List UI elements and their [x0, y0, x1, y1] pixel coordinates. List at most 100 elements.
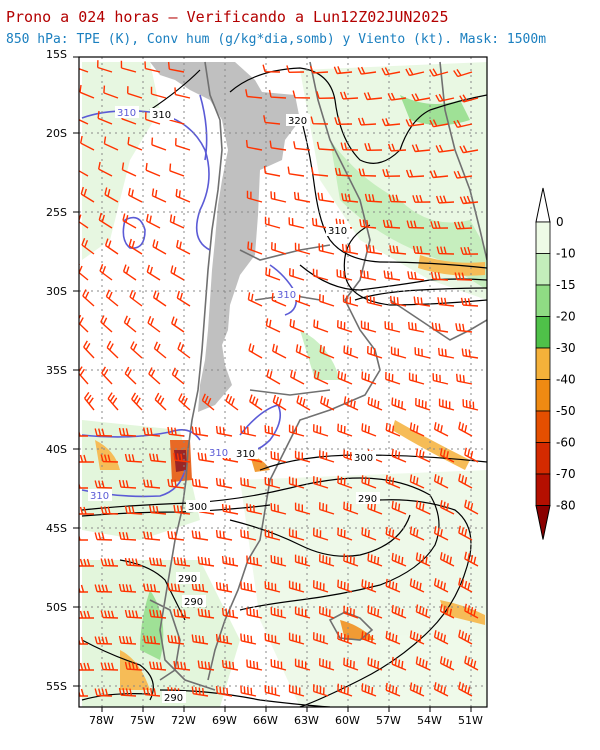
- wind-barb: [124, 366, 137, 385]
- wind-barb: [147, 315, 161, 333]
- wind-barb: [118, 687, 137, 697]
- wind-barb: [143, 687, 161, 697]
- wind-barb: [79, 533, 88, 541]
- contour-label-310: 310: [90, 491, 109, 502]
- wind-barb: [464, 447, 479, 463]
- colorbar-segment: [535, 316, 551, 349]
- wind-barb: [341, 243, 359, 255]
- wind-barb: [240, 581, 257, 593]
- wind-barb: [154, 392, 167, 411]
- lat-tick-label: 35S: [46, 364, 67, 377]
- wind-barb: [240, 529, 257, 541]
- wind-barb: [435, 144, 455, 153]
- wind-barb: [358, 168, 377, 177]
- wind-barb: [246, 190, 263, 203]
- wind-barb: [319, 294, 335, 307]
- wind-barb: [357, 66, 377, 75]
- wind-barb: [313, 684, 329, 697]
- wind-barb: [337, 320, 353, 333]
- wind-barb: [464, 499, 479, 515]
- wind-barb: [454, 272, 473, 281]
- wind-barb: [288, 476, 305, 489]
- wind-barb: [313, 632, 329, 645]
- contour-label: 310: [152, 110, 171, 121]
- wind-barb: [191, 478, 209, 489]
- wind-barb: [456, 373, 473, 385]
- wind-barb: [191, 582, 209, 593]
- wind-barb: [150, 86, 167, 99]
- wind-barb: [170, 265, 185, 281]
- wind-barb: [167, 478, 185, 489]
- lat-tick-label: 15S: [46, 48, 67, 61]
- wind-barb: [359, 219, 377, 229]
- wind-barb: [295, 344, 311, 359]
- wind-barb: [408, 372, 425, 385]
- wind-barb: [313, 424, 329, 437]
- wind-barb: [385, 474, 401, 489]
- wind-barb: [385, 526, 401, 541]
- wind-barb: [271, 242, 287, 255]
- wind-barb: [149, 661, 167, 671]
- wind-barb: [173, 556, 191, 567]
- wind-barb: [131, 392, 143, 411]
- wind-barb: [103, 85, 119, 99]
- wind-barb: [459, 145, 479, 154]
- wind-barb: [405, 118, 425, 127]
- wind-barb: [100, 662, 119, 671]
- wind-barb: [221, 607, 239, 619]
- wind-barb: [169, 214, 185, 229]
- wind-barb: [383, 270, 401, 281]
- wind-barb: [318, 243, 335, 255]
- wind-barb: [178, 393, 191, 411]
- wind-barb: [128, 187, 143, 203]
- wind-barb: [146, 213, 161, 229]
- wind-barb: [79, 84, 95, 99]
- wind-barb: [79, 366, 89, 385]
- lon-axis: 78W 75W 72W 69W 66W 63W 60W 57W 54W 51W: [89, 707, 483, 727]
- wind-barb: [145, 112, 161, 125]
- wind-barb: [367, 345, 383, 359]
- wind-barb: [153, 341, 167, 359]
- wind-barb: [171, 367, 185, 385]
- wind-barb: [79, 558, 94, 567]
- wind-barb: [270, 503, 287, 515]
- wind-barb: [289, 318, 305, 333]
- colorbar-label: -60: [556, 436, 576, 450]
- wind-barb: [439, 656, 455, 671]
- wind-barb: [287, 166, 305, 177]
- wind-barb: [361, 423, 377, 437]
- wind-barb: [240, 685, 257, 697]
- wind-barb: [288, 424, 305, 437]
- wind-barb: [264, 581, 281, 593]
- wind-barb: [80, 186, 95, 203]
- colorbar-label: 0: [556, 215, 564, 229]
- wind-barb: [365, 244, 383, 255]
- wind-barb: [94, 584, 113, 593]
- wind-barb: [288, 580, 305, 593]
- wind-barb: [79, 636, 88, 645]
- wind-barb: [176, 290, 191, 307]
- wind-barb: [130, 341, 143, 359]
- lat-tick-label: 20S: [46, 127, 67, 140]
- wind-barb: [143, 479, 161, 489]
- lat-tick-label: 30S: [46, 285, 67, 298]
- wind-barb: [429, 68, 449, 77]
- wind-barb: [100, 558, 119, 567]
- wind-barb: [148, 367, 161, 385]
- wind-barb: [272, 394, 287, 411]
- wind-barb: [121, 162, 137, 177]
- wind-barb: [94, 480, 113, 489]
- wind-barb: [361, 683, 377, 697]
- wind-barb: [175, 188, 191, 203]
- wind-barb: [384, 321, 401, 333]
- wind-barb: [94, 688, 113, 697]
- wind-barb: [79, 314, 89, 333]
- colorbar-bottom-arrow: [535, 505, 551, 540]
- wind-barb: [364, 193, 383, 203]
- wind-barb: [294, 554, 311, 567]
- wind-barb: [98, 161, 113, 177]
- wind-barb: [246, 555, 263, 567]
- wind-barb: [433, 474, 449, 489]
- wind-barb: [290, 369, 305, 385]
- wind-barb: [286, 65, 305, 73]
